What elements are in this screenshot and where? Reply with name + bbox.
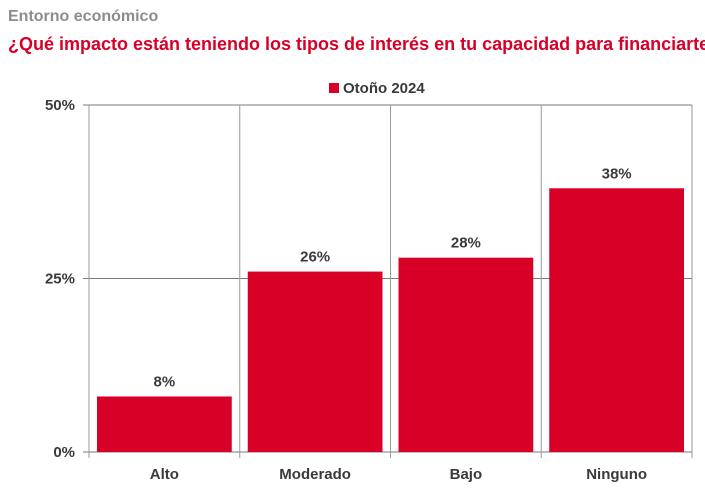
labels-layer: 0% 25% 50% 8% Alto 26% Moderado 28% Bajo 38% Ningu… <box>45 97 647 483</box>
y-tick-label: 50% <box>45 97 75 114</box>
bar <box>549 188 684 452</box>
chart-supertitle: Entorno económico <box>8 8 159 25</box>
data-label: 38% <box>602 165 632 182</box>
bar <box>247 271 383 452</box>
x-tick-label: Moderado <box>279 466 351 483</box>
x-tick-label: Bajo <box>450 466 483 483</box>
data-label: 8% <box>154 373 176 390</box>
data-label: 28% <box>451 235 481 252</box>
legend-label: Otoño 2024 <box>343 80 425 97</box>
bars-layer <box>97 188 684 452</box>
x-tick-label: Alto <box>150 466 179 483</box>
legend-swatch <box>329 83 339 93</box>
x-tick-label: Ninguno <box>586 466 647 483</box>
data-label: 26% <box>300 249 330 266</box>
legend: Otoño 2024 <box>329 80 425 97</box>
y-tick-label: 0% <box>53 444 75 461</box>
y-tick-label: 25% <box>45 271 75 288</box>
bar <box>97 396 232 452</box>
bar <box>398 257 534 452</box>
chart-title: ¿Qué impacto están teniendo los tipos de… <box>8 34 705 54</box>
